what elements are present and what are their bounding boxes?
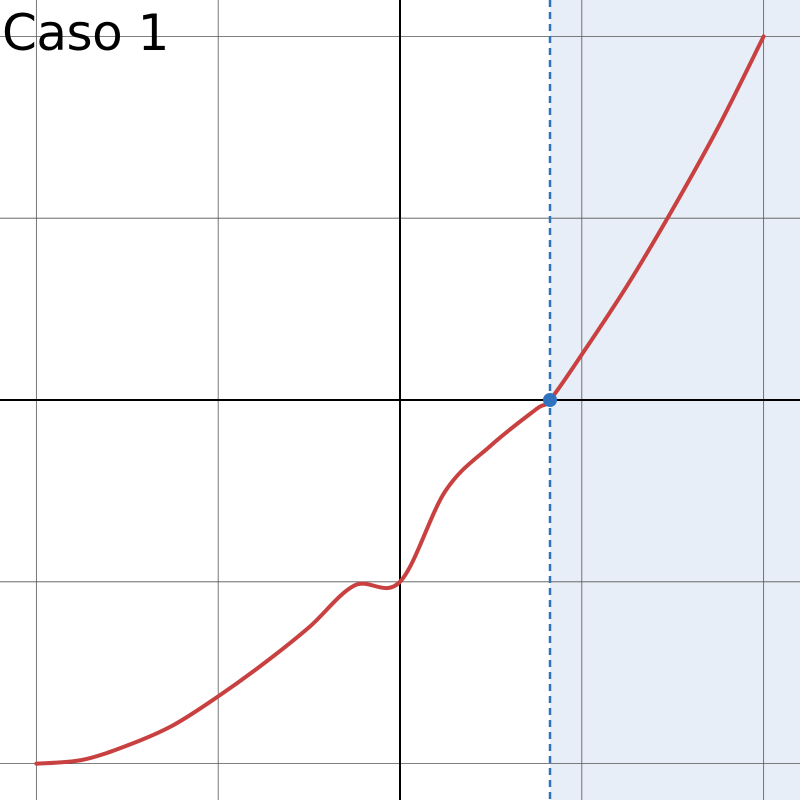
chart-title: Caso 1 [2, 4, 169, 62]
root-point [543, 393, 557, 407]
function-curve-0 [34, 34, 766, 766]
